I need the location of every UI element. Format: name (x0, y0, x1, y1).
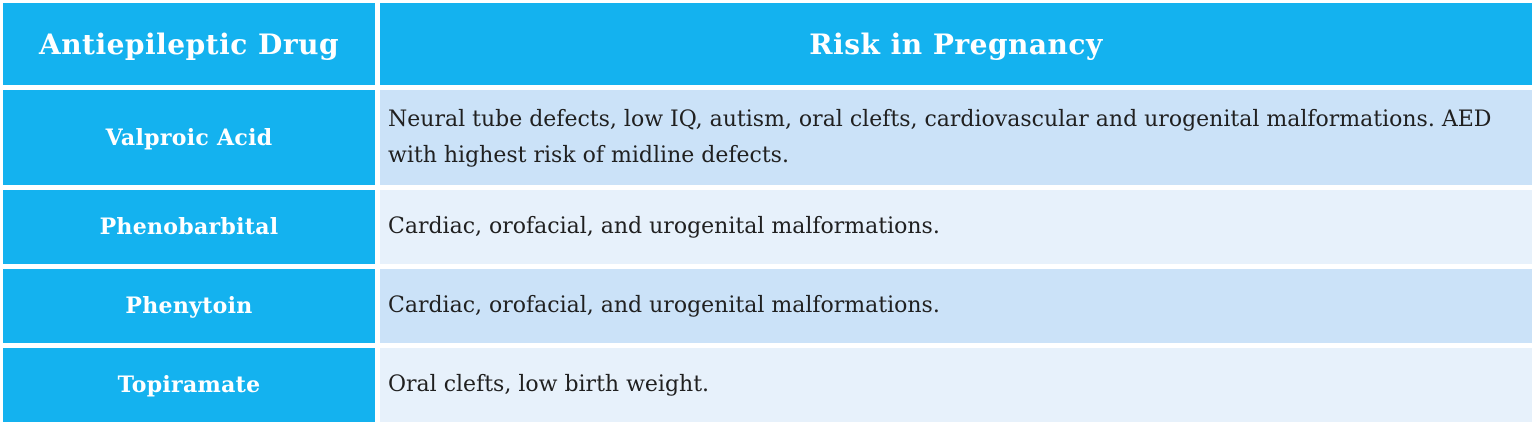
risk-description-valproic-acid: Neural tube defects, low IQ, autism, ora… (380, 90, 1532, 185)
column-header-risk-label: Risk in Pregnancy (809, 27, 1103, 61)
drug-name-label: Phenytoin (125, 293, 253, 319)
risk-description-phenytoin: Cardiac, orofacial, and urogenital malfo… (380, 269, 1532, 343)
risk-description-text: Cardiac, orofacial, and urogenital malfo… (388, 293, 940, 319)
risk-description-text: Cardiac, orofacial, and urogenital malfo… (388, 214, 940, 240)
column-header-drug: Antiepileptic Drug (3, 3, 375, 85)
drug-name-label: Phenobarbital (99, 214, 279, 240)
drug-name-label: Topiramate (117, 372, 261, 398)
risk-description-text: Oral clefts, low birth weight. (388, 372, 710, 398)
drug-name-topiramate: Topiramate (3, 348, 375, 422)
drug-name-phenobarbital: Phenobarbital (3, 190, 375, 264)
risk-description-topiramate: Oral clefts, low birth weight. (380, 348, 1532, 422)
drug-name-phenytoin: Phenytoin (3, 269, 375, 343)
column-header-risk: Risk in Pregnancy (380, 3, 1532, 85)
risk-description-text: Neural tube defects, low IQ, autism, ora… (388, 107, 1492, 168)
risk-description-phenobarbital: Cardiac, orofacial, and urogenital malfo… (380, 190, 1532, 264)
drug-name-label: Valproic Acid (105, 124, 273, 151)
drug-name-valproic-acid: Valproic Acid (3, 90, 375, 185)
column-header-drug-label: Antiepileptic Drug (38, 27, 340, 61)
